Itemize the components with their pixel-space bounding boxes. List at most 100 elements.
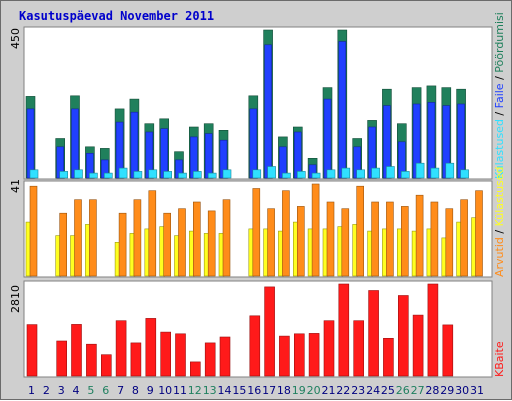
bar-faile-day-1 bbox=[26, 108, 35, 179]
bar-kbaite-day-23 bbox=[353, 320, 365, 377]
bar-faile-day-4 bbox=[71, 108, 79, 179]
bar-kbaite-day-25 bbox=[383, 337, 394, 377]
bar-kbaite-day-29 bbox=[442, 324, 454, 377]
legend-kulastused: Külastused bbox=[493, 119, 506, 179]
bar-arvutid-day-12 bbox=[193, 201, 201, 277]
day-label-30: 30 bbox=[455, 384, 469, 397]
bar-arvutid-day-3 bbox=[59, 212, 68, 277]
day-label-11: 11 bbox=[173, 384, 187, 397]
legend-sep-1: / bbox=[493, 108, 506, 119]
day-label-28: 28 bbox=[425, 384, 439, 397]
legend-faile: Faile bbox=[493, 83, 506, 108]
day-label-10: 10 bbox=[158, 384, 172, 397]
bar-arvutid-day-30 bbox=[460, 199, 468, 277]
bar-lehekulgi-day-4 bbox=[74, 169, 83, 179]
bar-kbaite-day-18 bbox=[279, 335, 290, 377]
bar-kbaite-day-28 bbox=[427, 283, 439, 377]
bar-faile-day-16 bbox=[249, 108, 258, 179]
day-axis-labels: 1 2 3 4 5 6 7 8 9 10 11 12 13 14 15 16 17 18 19 20 21 22 23 24 2… bbox=[28, 384, 484, 397]
bar-kbaite-day-4 bbox=[71, 324, 82, 377]
day-label-29: 29 bbox=[440, 384, 454, 397]
bar-lehekulgi-day-9 bbox=[148, 169, 158, 179]
day-label-3: 3 bbox=[58, 384, 65, 397]
bar-arvutid-day-23 bbox=[356, 185, 365, 277]
day-label-9: 9 bbox=[147, 384, 154, 397]
bar-lehekulgi-day-3 bbox=[59, 171, 69, 179]
bar-kbaite-day-27 bbox=[412, 314, 424, 377]
day-label-24: 24 bbox=[366, 384, 380, 397]
panel-bottom-bars bbox=[26, 283, 454, 377]
bar-lehekulgi-day-16 bbox=[252, 169, 262, 179]
day-label-6: 6 bbox=[102, 384, 109, 397]
bar-lehekulgi-day-20 bbox=[311, 172, 321, 179]
bar-kbaite-day-20 bbox=[308, 333, 320, 377]
day-label-13: 13 bbox=[203, 384, 217, 397]
bar-arvutid-day-25 bbox=[386, 201, 394, 277]
bar-lehekulgi-day-10 bbox=[163, 171, 172, 179]
bar-arvutid-day-16 bbox=[252, 188, 261, 277]
bar-faile-day-28 bbox=[427, 102, 436, 179]
bar-lehekulgi-day-30 bbox=[460, 169, 469, 179]
bar-arvutid-day-18 bbox=[282, 190, 290, 277]
legend-top: Külastused / Faile / Pöördumisi bbox=[493, 12, 506, 179]
y-tick-bottom: 2810 bbox=[9, 285, 22, 313]
bar-kbaite-day-14 bbox=[219, 336, 231, 377]
day-label-15: 15 bbox=[232, 384, 246, 397]
bar-lehekulgi-day-12 bbox=[193, 171, 202, 179]
bar-kbaite-day-22 bbox=[338, 283, 350, 377]
day-label-18: 18 bbox=[277, 384, 291, 397]
bar-lehekulgi-day-25 bbox=[386, 166, 395, 179]
bar-faile-day-13 bbox=[204, 133, 213, 179]
bar-arvutid-day-19 bbox=[296, 206, 305, 277]
bar-kbaite-day-24 bbox=[368, 290, 379, 377]
bar-faile-day-30 bbox=[457, 103, 465, 179]
bar-lehekulgi-day-23 bbox=[356, 169, 366, 179]
day-label-8: 8 bbox=[132, 384, 139, 397]
bar-faile-day-21 bbox=[323, 98, 332, 179]
day-label-26: 26 bbox=[396, 384, 410, 397]
bar-kbaite-day-26 bbox=[397, 295, 409, 377]
day-label-2: 2 bbox=[43, 384, 50, 397]
day-label-17: 17 bbox=[262, 384, 276, 397]
day-label-27: 27 bbox=[411, 384, 425, 397]
day-label-1: 1 bbox=[28, 384, 35, 397]
bar-kbaite-day-5 bbox=[86, 343, 97, 377]
bar-kbaite-day-3 bbox=[56, 340, 68, 377]
bar-arvutid-day-8 bbox=[133, 199, 142, 277]
bar-lehekulgi-day-24 bbox=[371, 167, 380, 179]
bar-arvutid-day-29 bbox=[445, 208, 454, 277]
bar-lehekulgi-day-19 bbox=[296, 171, 306, 179]
day-label-25: 25 bbox=[381, 384, 395, 397]
bar-arvutid-day-22 bbox=[341, 208, 350, 277]
bar-lehekulgi-day-8 bbox=[133, 171, 143, 179]
panel-top-bars bbox=[25, 29, 469, 179]
bar-arvutid-day-5 bbox=[89, 199, 97, 277]
bar-kbaite-day-17 bbox=[264, 286, 275, 377]
bar-lehekulgi-day-21 bbox=[326, 169, 336, 179]
bar-kbaite-day-10 bbox=[160, 331, 171, 377]
legend-bottom: KBaite bbox=[493, 341, 506, 377]
bar-kbaite-day-11 bbox=[175, 333, 186, 377]
bar-arvutid-day-28 bbox=[430, 201, 439, 277]
bar-lehekulgi-day-28 bbox=[430, 167, 440, 179]
bar-kbaite-day-21 bbox=[323, 320, 335, 377]
day-label-16: 16 bbox=[247, 384, 261, 397]
bar-lehekulgi-day-27 bbox=[415, 162, 425, 179]
bar-lehekulgi-day-5 bbox=[89, 172, 98, 179]
day-label-20: 20 bbox=[307, 384, 321, 397]
bar-arvutid-day-1 bbox=[29, 185, 38, 277]
bar-lehekulgi-day-11 bbox=[178, 172, 187, 179]
legend-middle: Arvutid / Külastused bbox=[493, 166, 506, 277]
chart-title: Kasutuspäevad November 2011 bbox=[19, 9, 215, 23]
bar-kbaite-day-1 bbox=[26, 324, 38, 377]
bar-kbaite-day-9 bbox=[145, 318, 157, 377]
bar-lehekulgi-day-7 bbox=[118, 167, 128, 179]
legend-sep-3: / bbox=[493, 226, 506, 237]
bar-faile-day-8 bbox=[130, 111, 139, 179]
panel-middle-bars bbox=[25, 183, 483, 277]
bar-faile-day-22 bbox=[338, 41, 347, 179]
bar-kbaite-day-12 bbox=[190, 361, 201, 377]
legend-sep-2: / bbox=[493, 73, 506, 84]
bar-lehekulgi-day-6 bbox=[104, 172, 113, 179]
